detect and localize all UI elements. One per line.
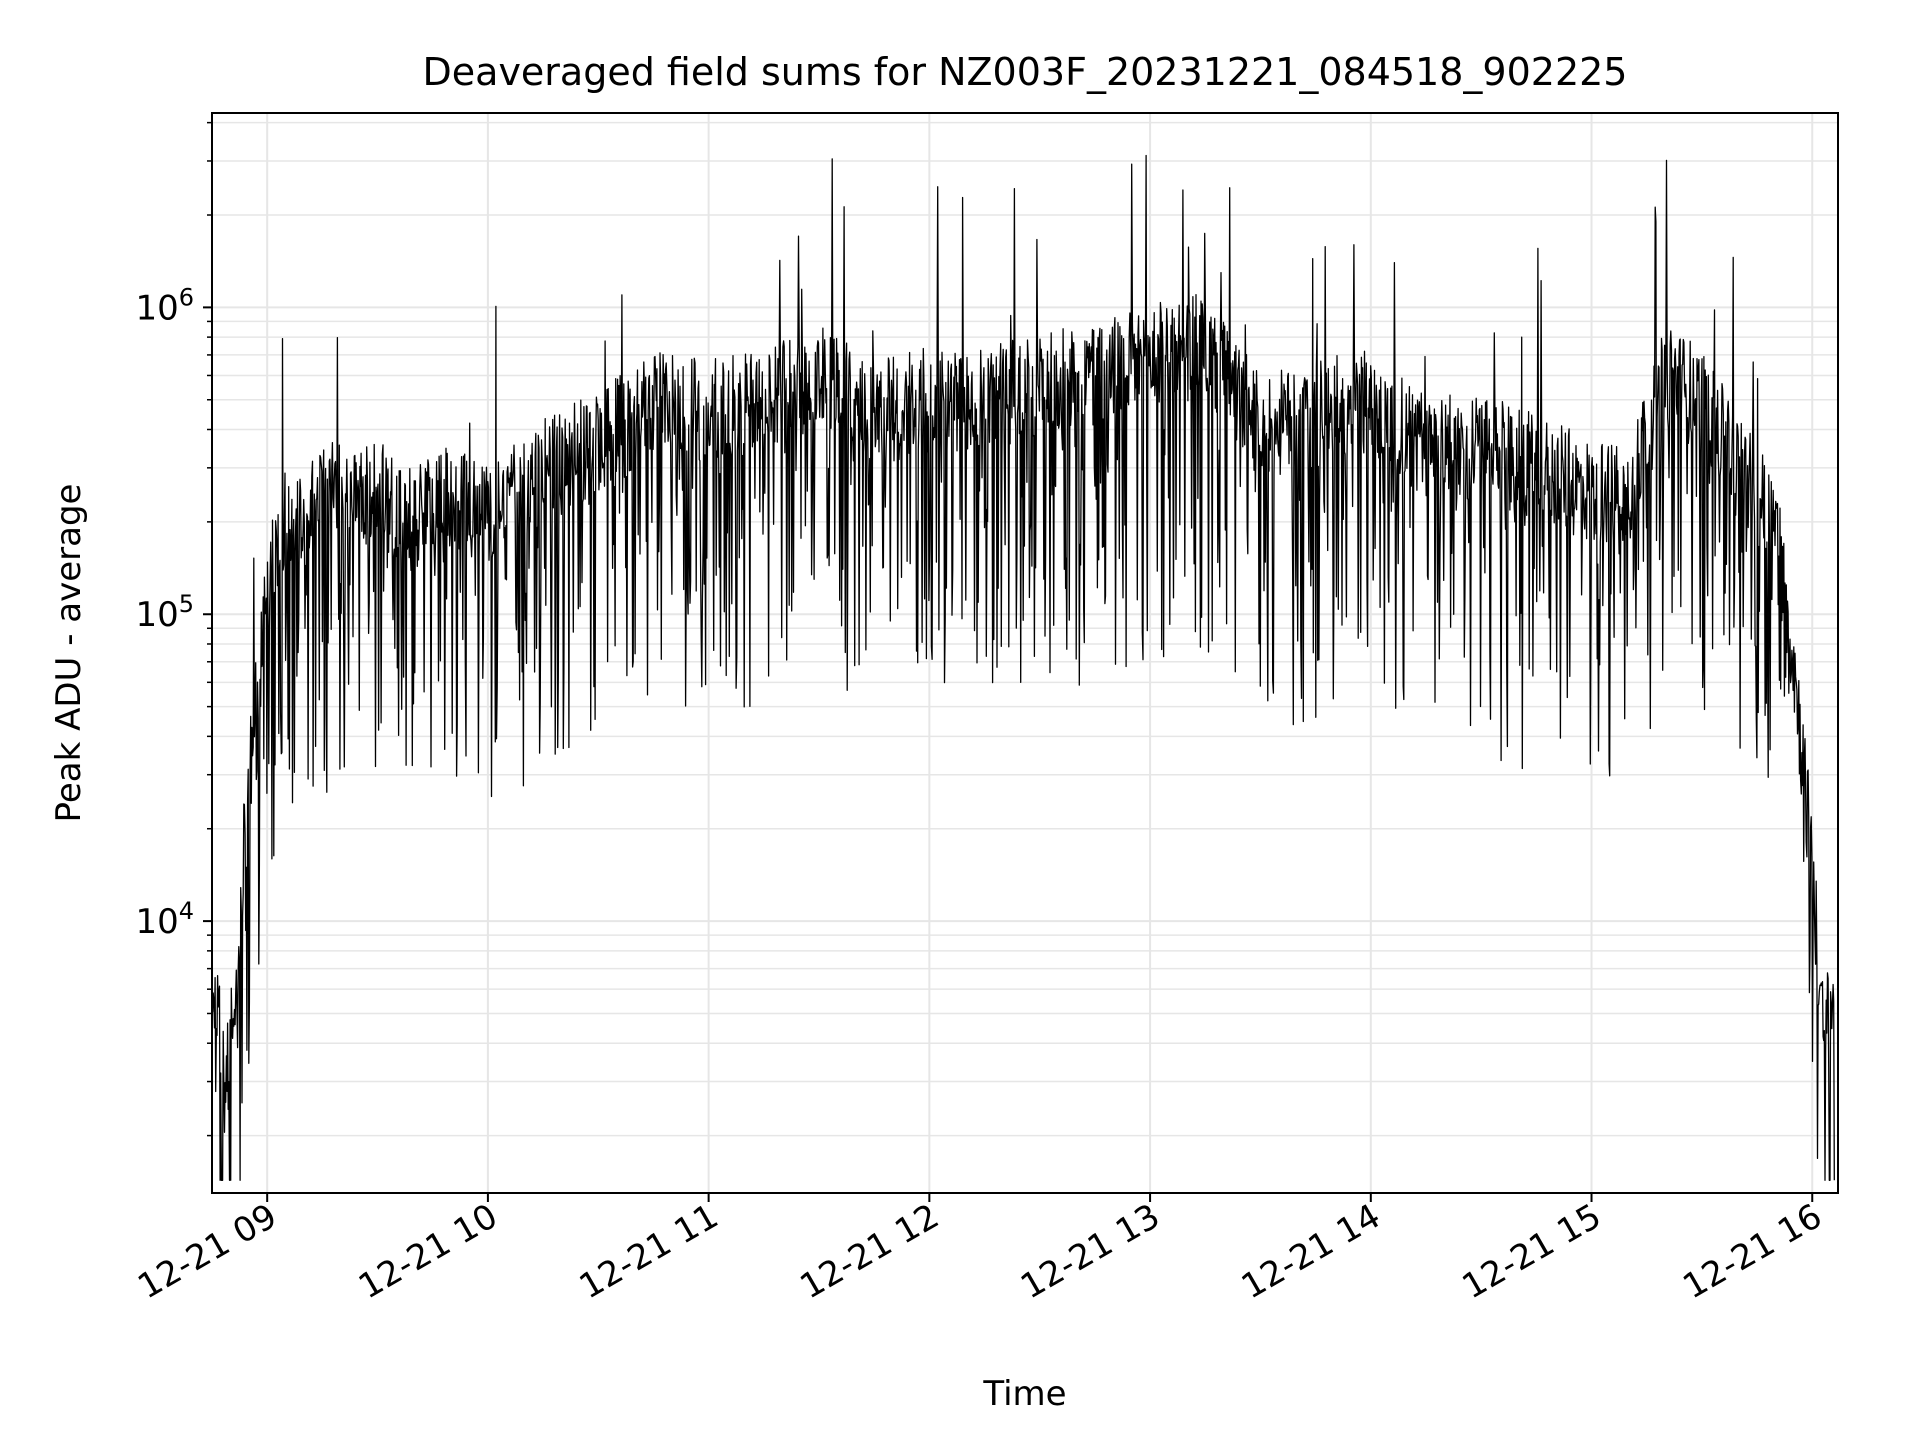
series-layer: [211, 154, 1835, 1181]
y-axis-label: Peak ADU - average: [49, 484, 89, 823]
chart-title: Deaveraged field sums for NZ003F_2023122…: [423, 50, 1628, 94]
y-tick-label: 105: [135, 590, 194, 635]
x-axis-label: Time: [982, 1374, 1066, 1414]
series-line: [211, 154, 1835, 1181]
plot-frame: [211, 112, 1839, 1194]
y-tick-label: 104: [135, 897, 194, 942]
y-axis-ticks: 104 105 106: [135, 121, 212, 1137]
y-tick-label: 106: [135, 283, 194, 328]
